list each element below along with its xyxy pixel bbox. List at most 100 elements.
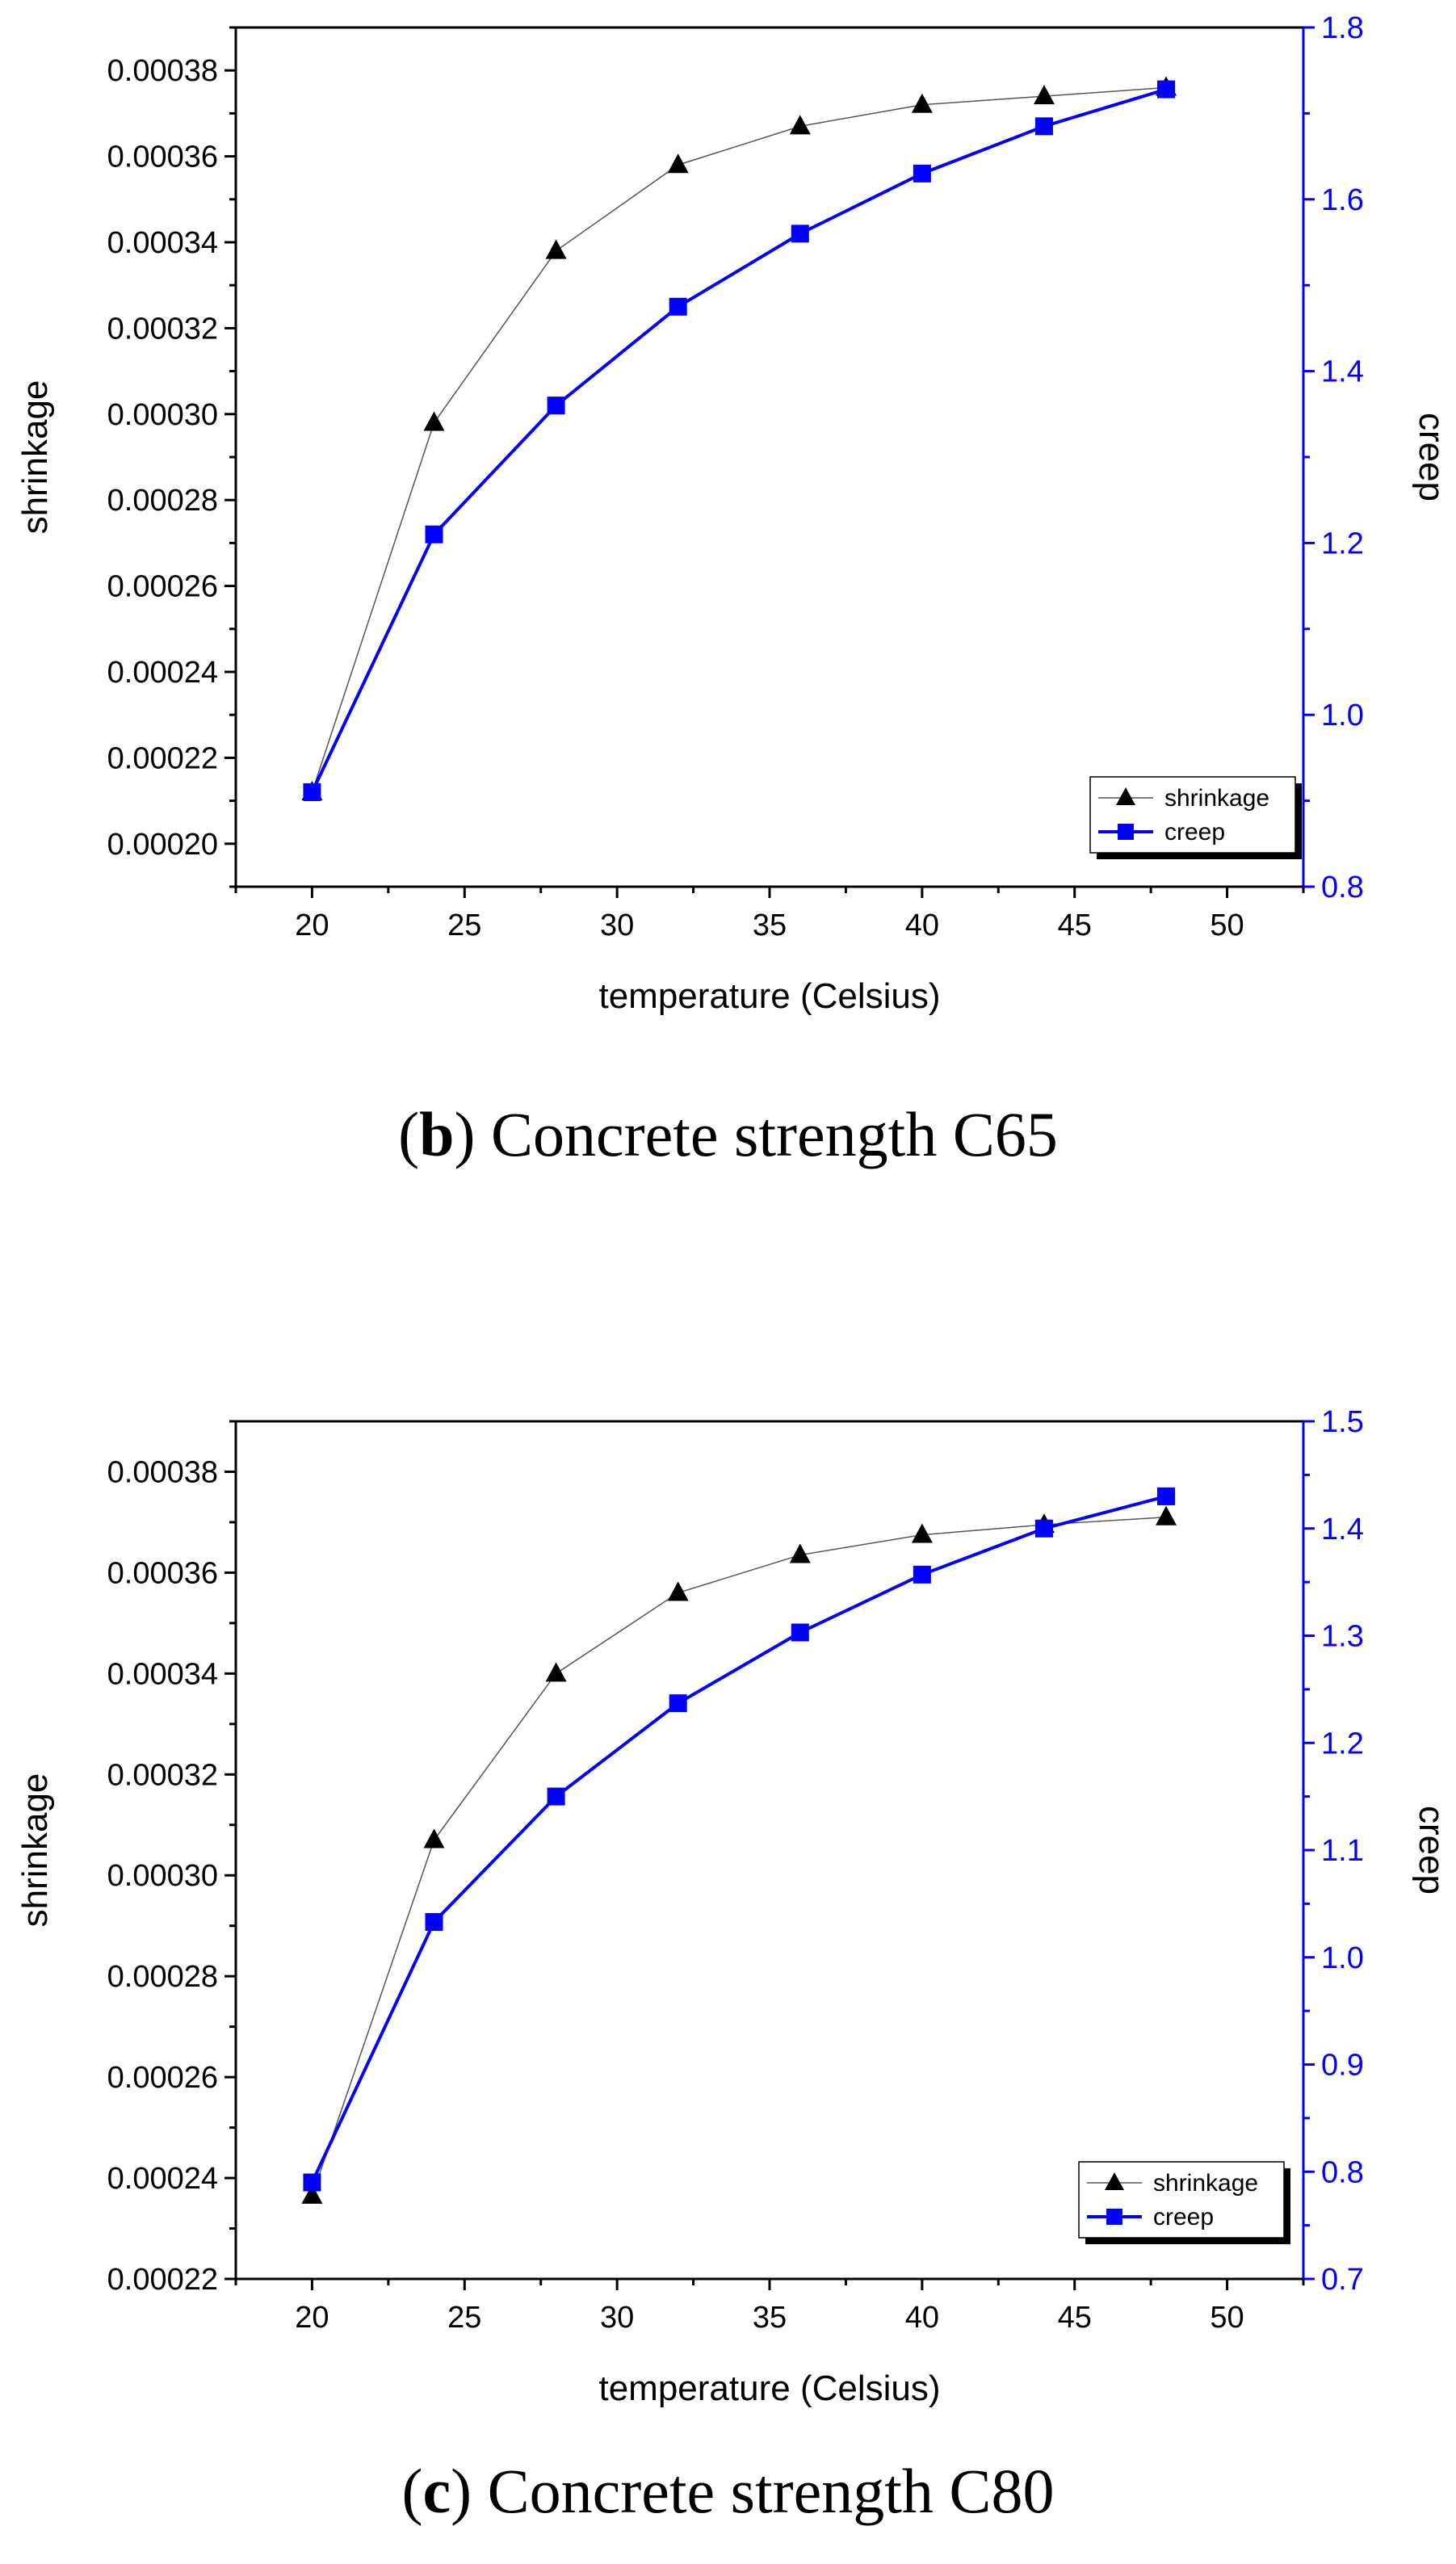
chart-b-creep-point (547, 397, 565, 415)
chart-b-y-tick-label: 0.00038 (107, 54, 218, 88)
chart-b-x-tick-label: 45 (1058, 909, 1092, 942)
chart-c-y-axis-title: shrinkage (15, 1773, 55, 1928)
chart-c-legend-creep-label: creep (1153, 2204, 1214, 2230)
chart-b-creep-point (1034, 117, 1053, 136)
chart-b-y2-tick-label: 1.8 (1321, 11, 1364, 45)
chart-c-legend-shrinkage-marker (1105, 2172, 1124, 2190)
chart-c-y-tick-label: 0.00026 (107, 2061, 218, 2095)
chart-b-x-axis-title: temperature (Celsius) (598, 976, 940, 1016)
chart-c-shrinkage-line (311, 1516, 1167, 2197)
chart-b-y2-tick-label: 1.0 (1321, 699, 1364, 732)
chart-b-shrinkage-point (423, 411, 445, 431)
chart-c-shrinkage-point (545, 1662, 567, 1682)
chart-c-y-tick-label: 0.00024 (107, 2162, 218, 2196)
chart-c-creep-line (310, 1494, 1167, 2184)
chart-b-y-tick-label: 0.00032 (107, 312, 218, 346)
chart-b-y2-tick-label: 0.8 (1321, 871, 1364, 904)
caption-b-letter: b (419, 1099, 455, 1169)
caption-b: (b) Concrete strength C65 (398, 1099, 1058, 1169)
chart-b-y-tick-label: 0.00026 (107, 570, 218, 604)
chart-c-x-axis-title: temperature (Celsius) (598, 2369, 940, 2408)
chart-c-creep-point (425, 1912, 443, 1931)
chart-c-shrinkage-point (789, 1543, 811, 1563)
chart-b-shrinkage-point (789, 115, 811, 135)
chart-c-y2-tick-label: 1.3 (1321, 1620, 1364, 1654)
chart-c-y-tick-label: 0.00038 (107, 1455, 218, 1489)
chart-b-legend-creep-marker (1118, 824, 1134, 840)
chart-b-x-tick-label: 35 (753, 909, 787, 942)
chart-c-shrinkage-point (1156, 1505, 1177, 1525)
chart-b: 20 25 30 35 40 45 50 0.00020 0.00022 0.00024 0.000… (15, 11, 1451, 1016)
chart-c-shrinkage-point (667, 1581, 689, 1601)
chart-b-legend-shrinkage-label: shrinkage (1164, 785, 1269, 812)
chart-c-x-tick-label: 35 (753, 2301, 787, 2335)
chart-c-x-tick-label: 45 (1058, 2301, 1092, 2335)
chart-b-shrinkage-point (667, 153, 689, 174)
chart-c-creep-point (1157, 1487, 1176, 1505)
chart-c-legend-shrinkage-label: shrinkage (1153, 2170, 1258, 2197)
chart-c-y2-tick-label: 1.4 (1321, 1513, 1364, 1546)
chart-c-y-tick-label: 0.00028 (107, 1960, 218, 1994)
chart-c-x-tick-label: 25 (447, 2301, 481, 2335)
chart-b-legend (1089, 776, 1296, 854)
chart-b-y2-tick-label: 1.4 (1321, 355, 1364, 389)
chart-c-y-tick-label: 0.00034 (107, 1657, 218, 1691)
caption-c: (c) Concrete strength C80 (401, 2456, 1055, 2526)
chart-c-creep-point (1034, 1519, 1053, 1538)
chart-b-y-tick-label: 0.00028 (107, 484, 218, 518)
caption-c-letter: c (422, 2456, 451, 2526)
chart-b-x-tick-label: 50 (1210, 909, 1244, 942)
chart-b-y-tick-label: 0.00036 (107, 141, 218, 174)
chart-b-shrinkage-point (911, 93, 933, 113)
chart-b-y-tick-label: 0.00030 (107, 398, 218, 432)
chart-b-creep-point (425, 525, 443, 543)
chart-b-x-tick-label: 20 (295, 909, 329, 942)
chart-b-y-tick-label: 0.00022 (107, 741, 218, 775)
chart-b-y2-tick-label: 1.2 (1321, 527, 1364, 560)
chart-b-y-axis-title: shrinkage (15, 380, 55, 535)
chart-b-x-tick-label: 30 (600, 909, 634, 942)
chart-c-creep-point (547, 1787, 565, 1806)
chart-b-shrinkage-point (1033, 85, 1055, 105)
chart-c-creep-point (791, 1623, 809, 1642)
chart-c-y2-tick-label: 1.5 (1321, 1405, 1364, 1439)
chart-c-y-tick-label: 0.00022 (107, 2263, 218, 2297)
chart-b-legend-creep-label: creep (1164, 819, 1225, 846)
chart-b-x-tick-label: 25 (447, 909, 481, 942)
chart-b-shrinkage-line (311, 86, 1167, 793)
chart-c-legend-creep-marker (1106, 2209, 1122, 2225)
chart-c-x-tick-label: 30 (600, 2301, 634, 2335)
chart-b-y-tick-label: 0.00020 (107, 828, 218, 862)
chart-b-y-tick-label: 0.00024 (107, 656, 218, 690)
chart-c-y2-tick-label: 0.8 (1321, 2155, 1364, 2189)
chart-b-creep-point (303, 783, 321, 801)
caption-c-text: Concrete strength C80 (487, 2456, 1055, 2526)
chart-c-creep-point (913, 1565, 931, 1584)
chart-b-creep-point (1157, 80, 1176, 99)
chart-c-y-tick-label: 0.00036 (107, 1556, 218, 1590)
chart-b-shrinkage-point (545, 239, 567, 259)
chart-c-y-tick-label: 0.00032 (107, 1758, 218, 1792)
chart-b-x-tick-label: 40 (905, 909, 939, 942)
chart-c-creep-point (669, 1694, 687, 1713)
chart-c-y2-tick-label: 1.1 (1321, 1834, 1364, 1868)
caption-b-text: Concrete strength C65 (491, 1099, 1058, 1169)
chart-b-creep-point (791, 225, 809, 243)
chart-b-y2-tick-label: 1.6 (1321, 183, 1364, 217)
chart-c-x-tick-label: 50 (1210, 2301, 1244, 2335)
chart-c-x-tick-label: 40 (905, 2301, 939, 2335)
chart-c-shrinkage-point (911, 1523, 933, 1543)
chart-c-x-tick-label: 20 (295, 2301, 329, 2335)
chart-b-creep-point (669, 297, 687, 316)
chart-c-legend (1078, 2161, 1285, 2239)
chart-b-creep-point (913, 164, 931, 183)
chart-b-creep-line (310, 87, 1167, 793)
chart-b-y-tick-label: 0.00034 (107, 226, 218, 260)
chart-c-y2-tick-label: 1.2 (1321, 1727, 1364, 1760)
chart-c-y2-tick-label: 0.9 (1321, 2049, 1364, 2083)
chart-c-creep-point (303, 2173, 321, 2192)
chart-c-y2-tick-label: 0.7 (1321, 2263, 1364, 2297)
chart-c-y-tick-label: 0.00030 (107, 1859, 218, 1893)
chart-c-shrinkage-point (423, 1828, 445, 1849)
chart-c-y2-axis-title: creep (1412, 1806, 1451, 1895)
